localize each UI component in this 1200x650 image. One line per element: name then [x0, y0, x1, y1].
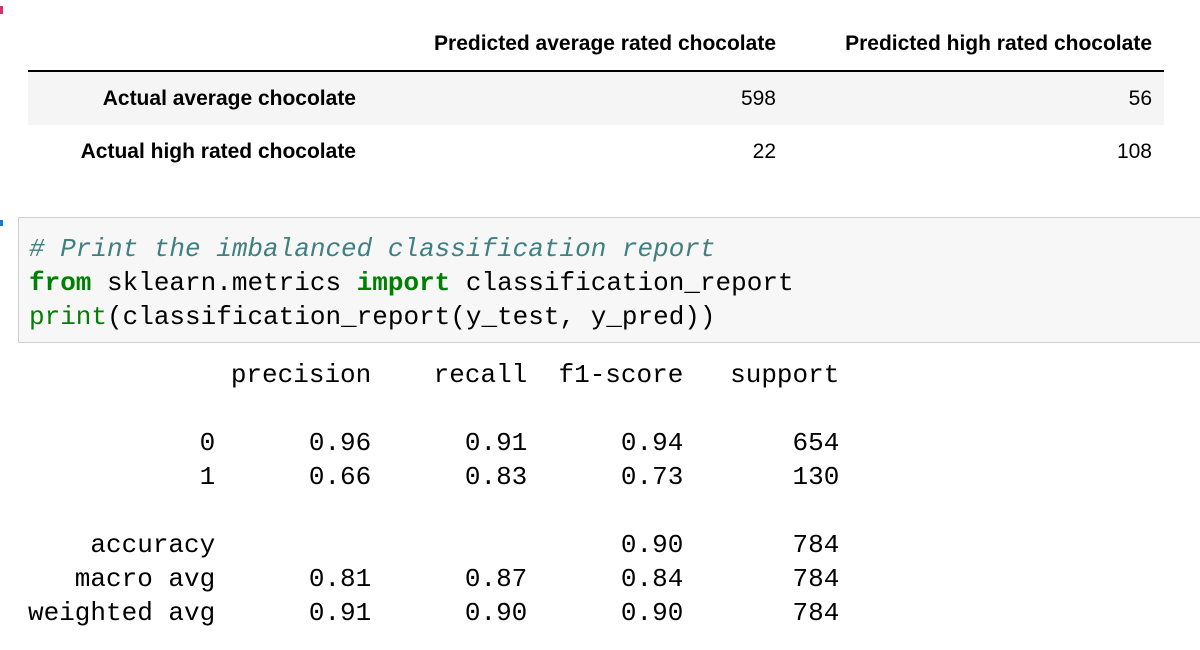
keyword-from: from — [29, 268, 92, 298]
row-label: Actual average chocolate — [102, 86, 356, 110]
confusion-matrix-table: Predicted average rated chocolate Predic… — [28, 18, 1164, 179]
row-label: Actual high rated chocolate — [80, 140, 356, 163]
report-summary-row: macro avg 0.81 0.87 0.84 784 — [28, 564, 840, 594]
column-header: Predicted average rated chocolate — [434, 32, 776, 55]
module-name: sklearn.metrics — [91, 268, 357, 298]
table-cell: 598 — [740, 86, 776, 110]
table-cell: 22 — [752, 140, 776, 163]
table-row: Actual average chocolate 598 56 — [28, 71, 1164, 125]
confusion-matrix-output: Predicted average rated chocolate Predic… — [28, 18, 1164, 179]
report-summary-row: accuracy 0.90 784 — [28, 530, 840, 560]
report-summary-row: weighted avg 0.91 0.90 0.90 784 — [28, 598, 840, 628]
imported-name: classification_report — [450, 268, 794, 298]
keyword-import: import — [356, 268, 451, 298]
classification-report-output: precision recall f1-score support 0 0.96… — [28, 358, 839, 630]
cell-prompt-marker — [0, 220, 3, 226]
edge-marker-top — [0, 6, 3, 14]
code-comment: # Print the imbalanced classification re… — [29, 234, 716, 264]
code-cell-editor[interactable]: # Print the imbalanced classification re… — [18, 217, 1200, 343]
builtin-print: print — [29, 302, 108, 332]
report-row: 0 0.96 0.91 0.94 654 — [28, 428, 840, 458]
report-row: 1 0.66 0.83 0.73 130 — [28, 462, 840, 492]
report-header: precision recall f1-score support — [28, 360, 840, 390]
print-arguments: (classification_report(y_test, y_pred)) — [107, 302, 716, 332]
table-cell: 108 — [1116, 140, 1152, 163]
table-row: Actual high rated chocolate 22 108 — [28, 125, 1164, 179]
index-header — [28, 18, 368, 71]
column-header: Predicted high rated chocolate — [845, 32, 1152, 55]
table-header-row: Predicted average rated chocolate Predic… — [28, 18, 1164, 71]
table-cell: 56 — [1128, 86, 1152, 110]
